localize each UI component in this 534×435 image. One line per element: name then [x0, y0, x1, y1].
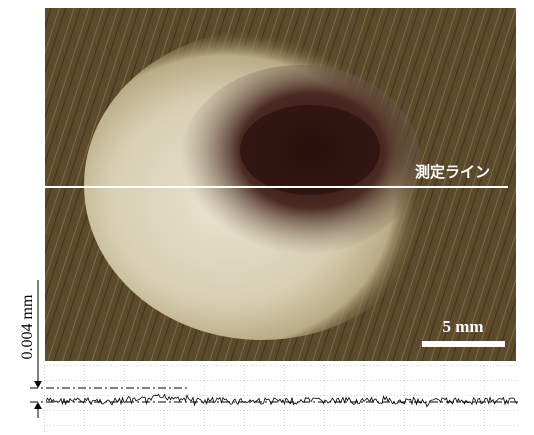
measurement-line-label: 測定ライン: [415, 163, 490, 181]
profile-scale-label: 0.004 mm: [19, 294, 36, 359]
page: 測定ライン 5 mm 0.004 mm: [0, 0, 534, 435]
scale-bar-label: 5 mm: [442, 317, 483, 336]
scale-bar: [422, 341, 505, 347]
photo: [45, 8, 516, 361]
